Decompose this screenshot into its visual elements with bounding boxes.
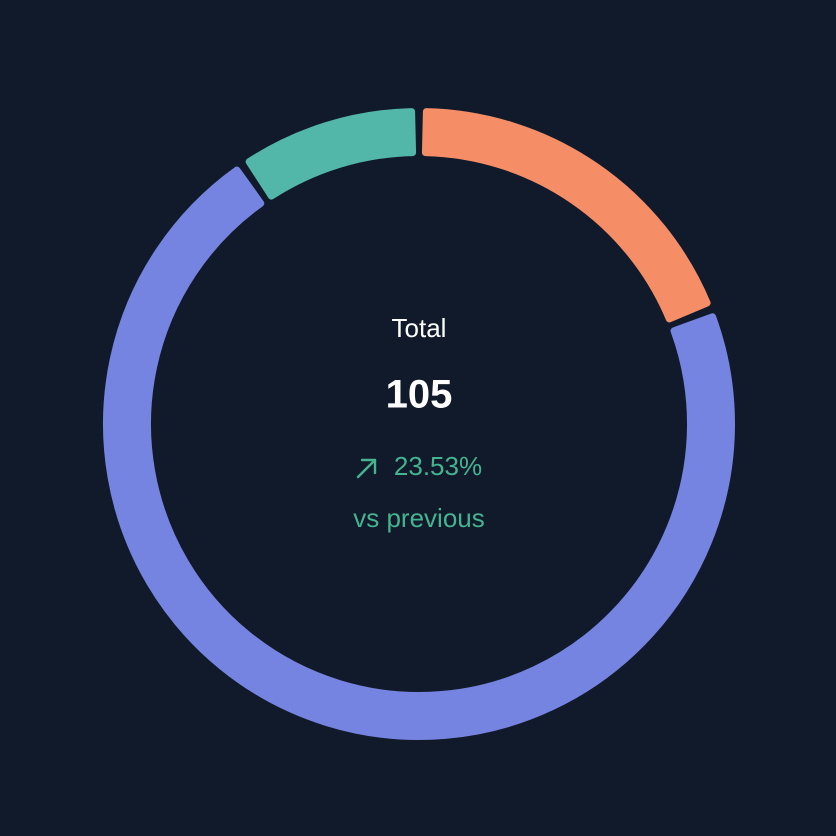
donut (103, 108, 735, 740)
change-value: 23.53% (394, 451, 482, 481)
donut-segment (103, 166, 735, 740)
center-total: 105 (386, 373, 453, 417)
trend-icon (356, 458, 377, 479)
comparison-label: vs previous (353, 503, 485, 533)
donut-segment (245, 108, 417, 200)
center-title: Total (392, 313, 447, 343)
donut-segment (421, 108, 711, 323)
